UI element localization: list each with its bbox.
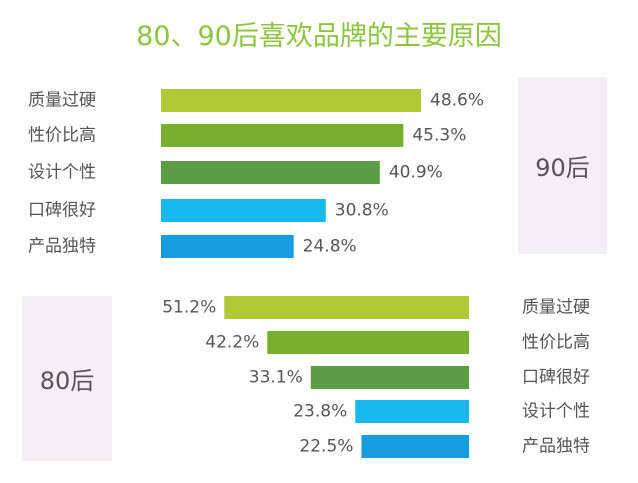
group-label-90s: 90后 bbox=[518, 77, 607, 254]
bar bbox=[161, 199, 326, 222]
bar bbox=[161, 124, 404, 147]
category-label: 性价比高 bbox=[522, 333, 590, 353]
category-label: 性价比高 bbox=[28, 126, 96, 146]
category-label: 产品独特 bbox=[522, 437, 590, 457]
bar bbox=[161, 89, 422, 112]
bar bbox=[361, 435, 469, 458]
bar bbox=[224, 296, 469, 319]
bar bbox=[161, 235, 294, 258]
data-label: 40.9% bbox=[389, 163, 443, 183]
data-label: 22.5% bbox=[299, 437, 353, 457]
category-label: 设计个性 bbox=[522, 402, 590, 422]
data-label: 30.8% bbox=[335, 201, 389, 221]
category-label: 口碑很好 bbox=[28, 201, 96, 221]
category-label: 质量过硬 bbox=[522, 298, 590, 318]
data-label: 51.2% bbox=[162, 298, 216, 318]
category-label: 设计个性 bbox=[28, 163, 96, 183]
bar bbox=[267, 331, 469, 354]
data-label: 23.8% bbox=[293, 402, 347, 422]
data-label: 48.6% bbox=[430, 91, 484, 111]
bar bbox=[310, 366, 469, 389]
category-label: 质量过硬 bbox=[28, 91, 96, 111]
data-label: 24.8% bbox=[303, 237, 357, 257]
bar bbox=[161, 161, 380, 184]
category-label: 口碑很好 bbox=[522, 368, 590, 388]
data-label: 45.3% bbox=[412, 126, 466, 146]
data-label: 42.2% bbox=[205, 333, 259, 353]
group-label-80s: 80后 bbox=[22, 296, 112, 461]
bar bbox=[355, 400, 469, 423]
chart-title: 80、90后喜欢品牌的主要原因 bbox=[136, 21, 502, 52]
category-label: 产品独特 bbox=[28, 237, 96, 257]
data-label: 33.1% bbox=[249, 368, 303, 388]
